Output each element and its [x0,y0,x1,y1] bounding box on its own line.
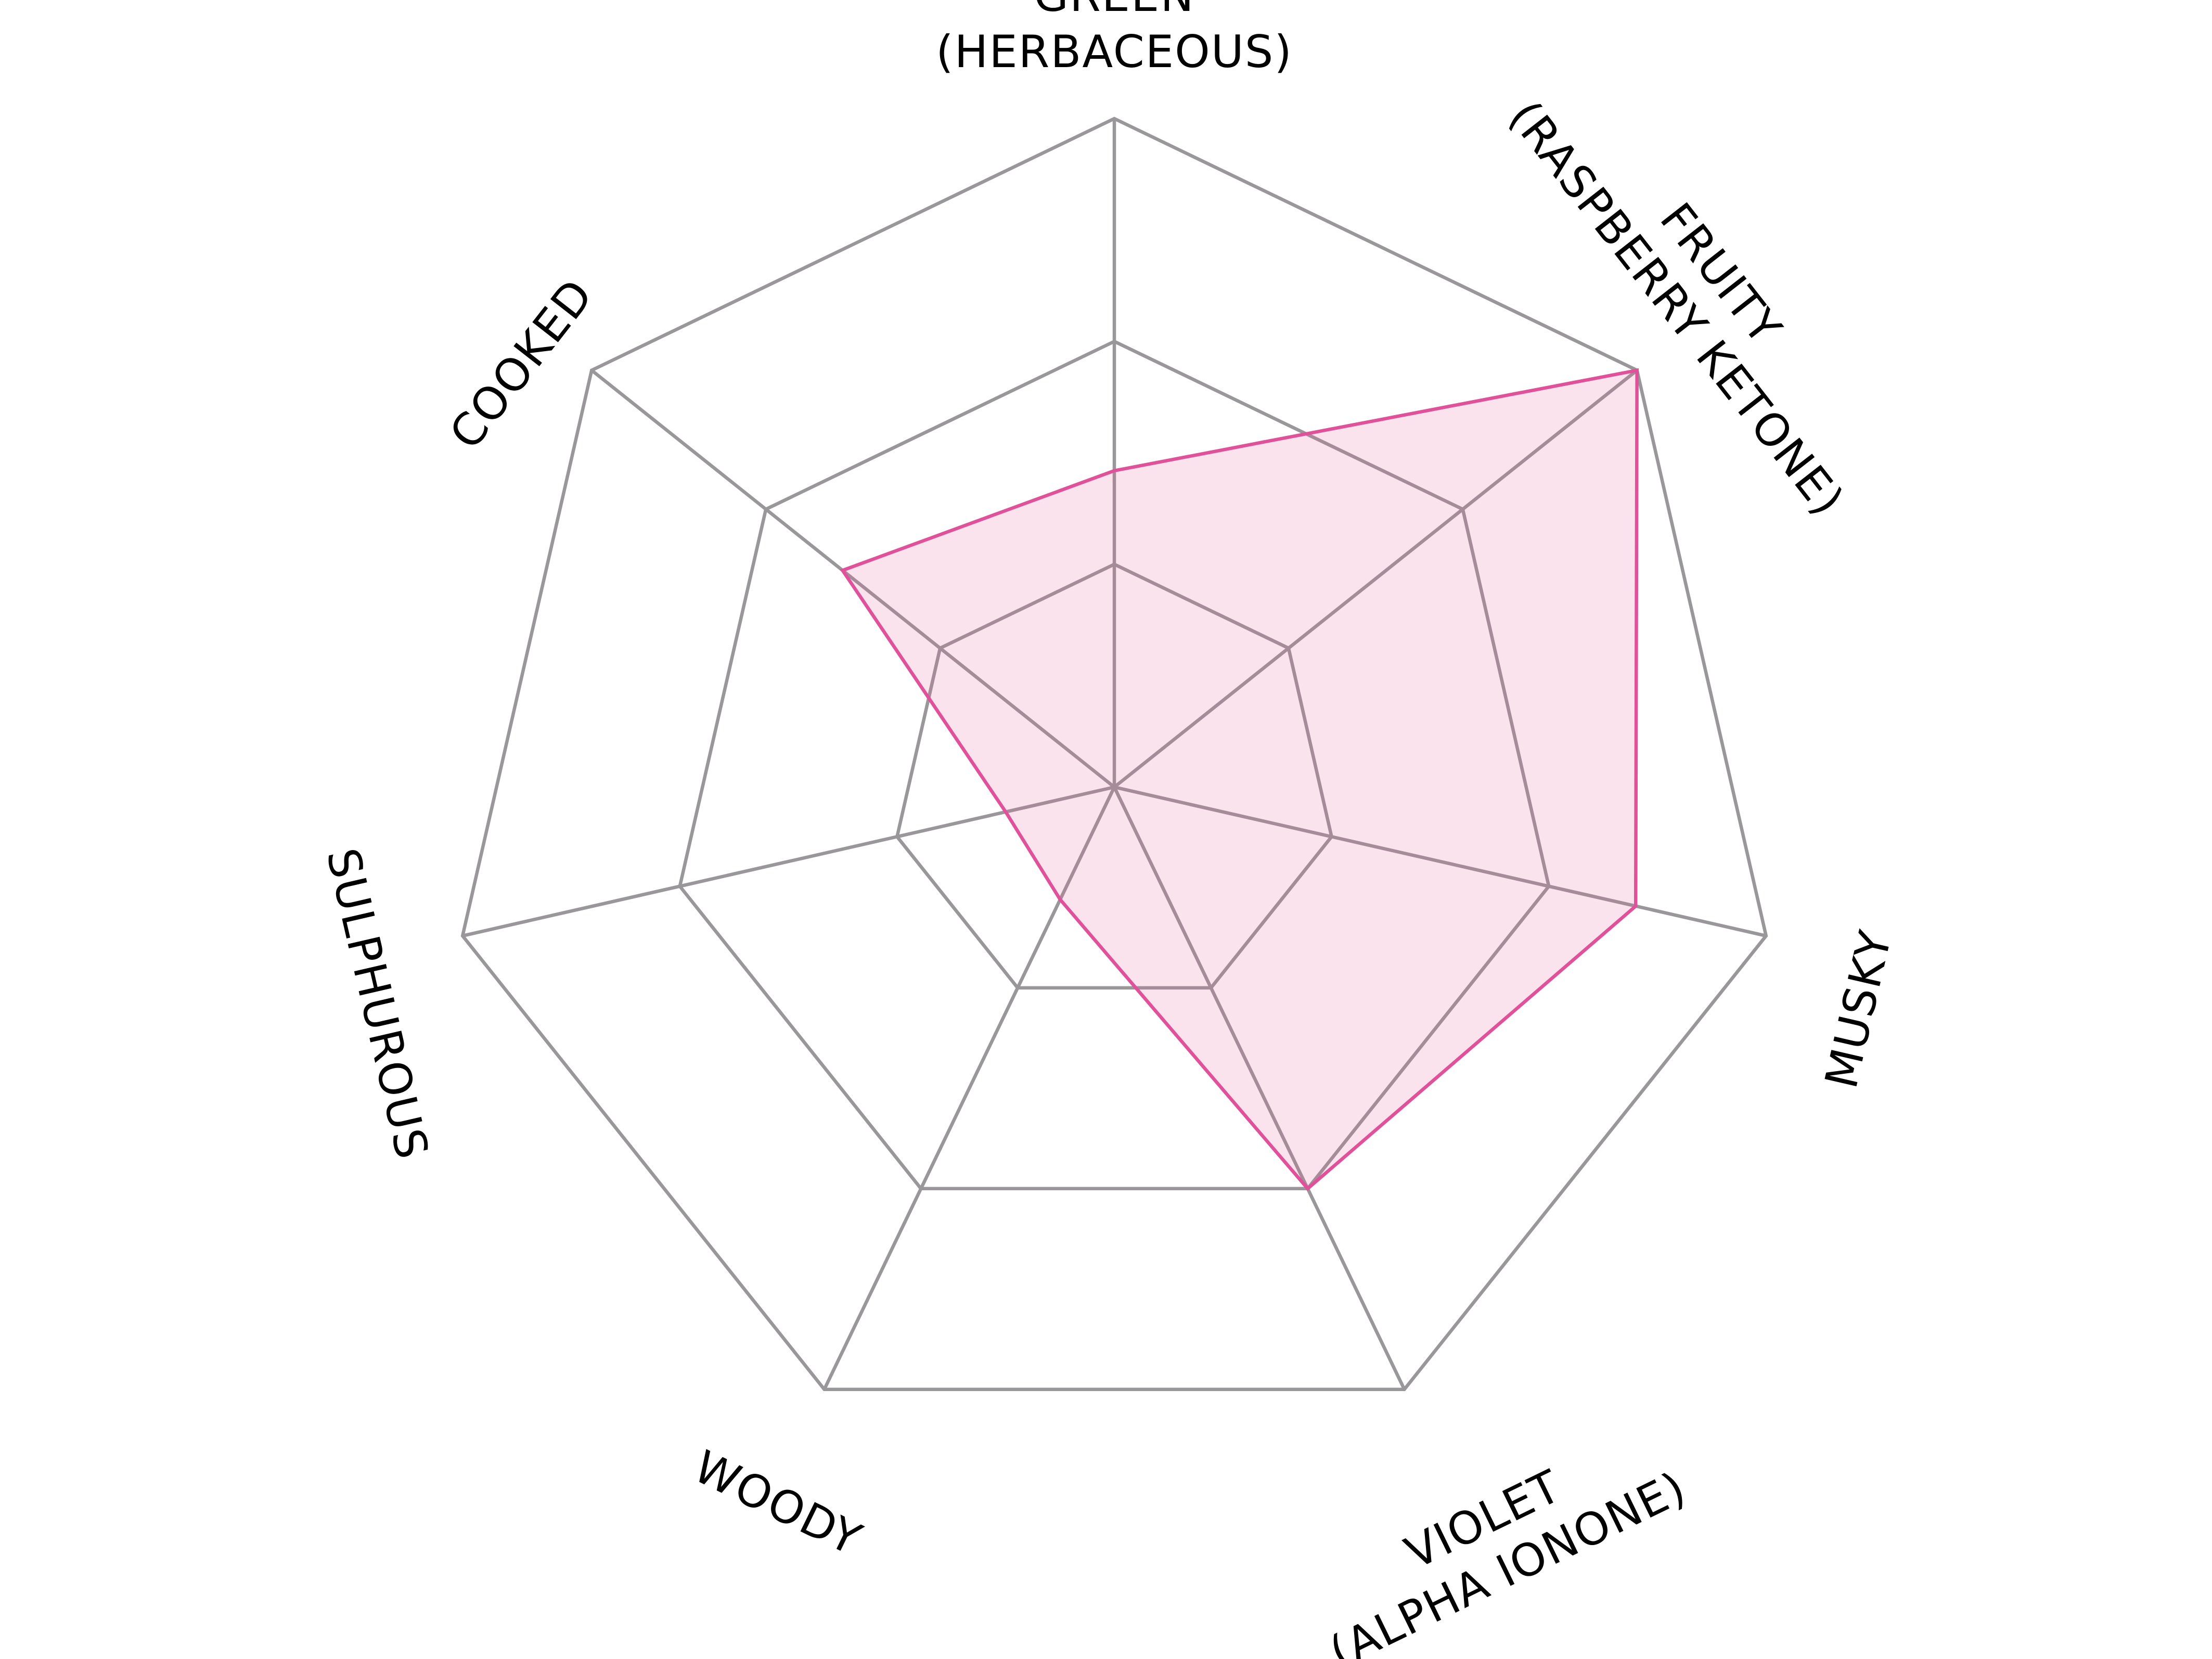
axis-label-4: VIOLET(ALPHA IONONE) [1297,1411,1694,1659]
axis-spoke-7 [590,369,1116,789]
series-point-6 [1004,810,1008,814]
series-point-3 [1634,904,1638,908]
series-point-2 [1635,368,1639,372]
series-point-4 [1306,1187,1309,1190]
axis-label-line: GREEN [1034,0,1194,22]
series-point-5 [1058,898,1062,902]
grid-ring-3 [460,117,1768,1391]
axis-label-line: (HERBACEOUS) [936,26,1293,78]
axis-label-6: SULPHUROUS [316,844,439,1165]
series-point-7 [841,569,844,572]
axis-label-5: WOODY [686,1441,869,1566]
axis-label-3: MUSKY [1816,925,1902,1093]
axis-label-line: SULPHUROUS [316,844,439,1165]
series-point-1 [1113,469,1116,472]
grid-ring-1 [895,562,1334,990]
axis-label-1: GREEN (HERBACEOUS) [936,0,1293,78]
axis-spoke-4 [1113,786,1406,1391]
radar-series [840,368,1639,1191]
axis-spoke-5 [822,786,1116,1391]
axis-label-line: MUSKY [1816,925,1902,1093]
axis-spoke-2 [1113,369,1638,789]
grid-ring-2 [678,339,1551,1191]
radar-grid [460,117,1768,1391]
axis-label-line: WOODY [686,1441,869,1566]
series-area-1 [840,368,1639,1191]
axis-spoke-3 [1114,785,1767,938]
